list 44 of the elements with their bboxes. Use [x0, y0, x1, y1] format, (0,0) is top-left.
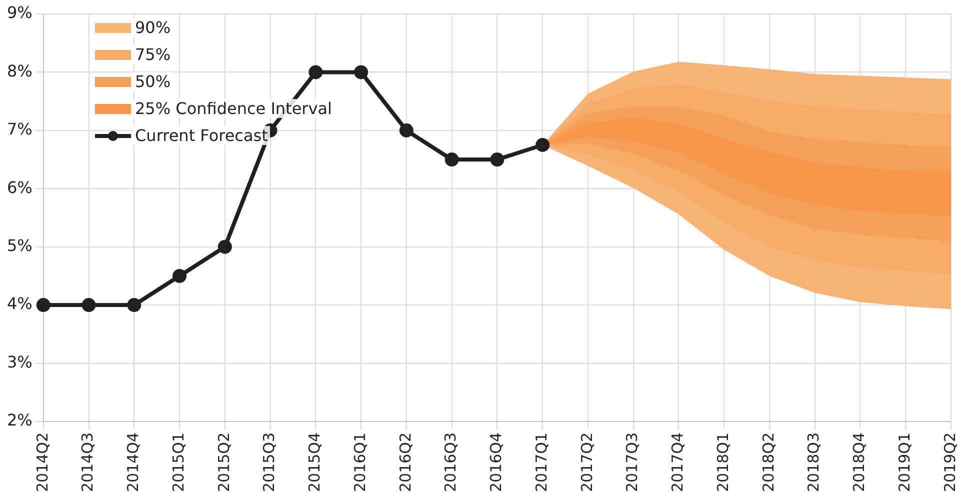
- x-tick-label: 2019Q2: [940, 432, 959, 492]
- x-tick-label: 2015Q4: [306, 432, 324, 492]
- y-tick-label: 5%: [6, 236, 32, 255]
- y-tick-label: 6%: [6, 178, 32, 197]
- point: [82, 298, 96, 312]
- x-tick-label: 2018Q4: [850, 432, 868, 492]
- point: [308, 65, 323, 80]
- point: [490, 152, 504, 167]
- x-tick-label: 2016Q4: [487, 432, 506, 492]
- x-tick-label: 2016Q1: [350, 432, 369, 492]
- point: [536, 138, 550, 152]
- y-tick-label: 2%: [6, 410, 32, 430]
- x-tick-label: 2017Q3: [623, 432, 642, 492]
- x-tick-label: 2015Q1: [169, 432, 188, 492]
- legend-label: 75%: [133, 45, 173, 64]
- x-tick-label: 2014Q3: [78, 432, 97, 492]
- legend-label: 50%: [133, 72, 173, 91]
- y-tick-label: 3%: [6, 352, 32, 372]
- x-tick-label: 2017Q4: [668, 432, 687, 492]
- point: [354, 65, 368, 80]
- x-tick-label: 2016Q2: [396, 432, 414, 492]
- x-tick-label: 2014Q4: [124, 432, 142, 492]
- point: [127, 298, 142, 312]
- x-tick-label: 2018Q2: [759, 432, 778, 492]
- x-tick-label: 2015Q3: [260, 432, 278, 492]
- y-tick-label: 8%: [6, 61, 32, 80]
- y-tick-label: 4%: [6, 294, 32, 314]
- y-tick-label: 9%: [6, 3, 32, 22]
- y-tick-label: 7%: [6, 120, 32, 139]
- x-tick-label: 2018Q1: [714, 432, 732, 492]
- legend-label: 90%: [133, 18, 173, 37]
- x-tick-label: 2017Q2: [578, 432, 596, 492]
- x-tick-label: 2015Q2: [214, 432, 233, 492]
- x-tick-label: 2017Q1: [532, 432, 550, 492]
- point: [172, 268, 187, 283]
- point: [444, 152, 459, 167]
- x-tick-label: 2018Q3: [804, 432, 823, 492]
- point: [218, 240, 232, 254]
- point: [399, 123, 414, 138]
- legend-label: Current Forecast: [133, 126, 270, 145]
- legend-label: 25% Confidence Interval: [133, 99, 334, 118]
- x-tick-label: 2016Q3: [442, 432, 460, 492]
- x-tick-label: 2019Q1: [896, 432, 914, 492]
- x-tick-label: 2014Q2: [33, 432, 52, 492]
